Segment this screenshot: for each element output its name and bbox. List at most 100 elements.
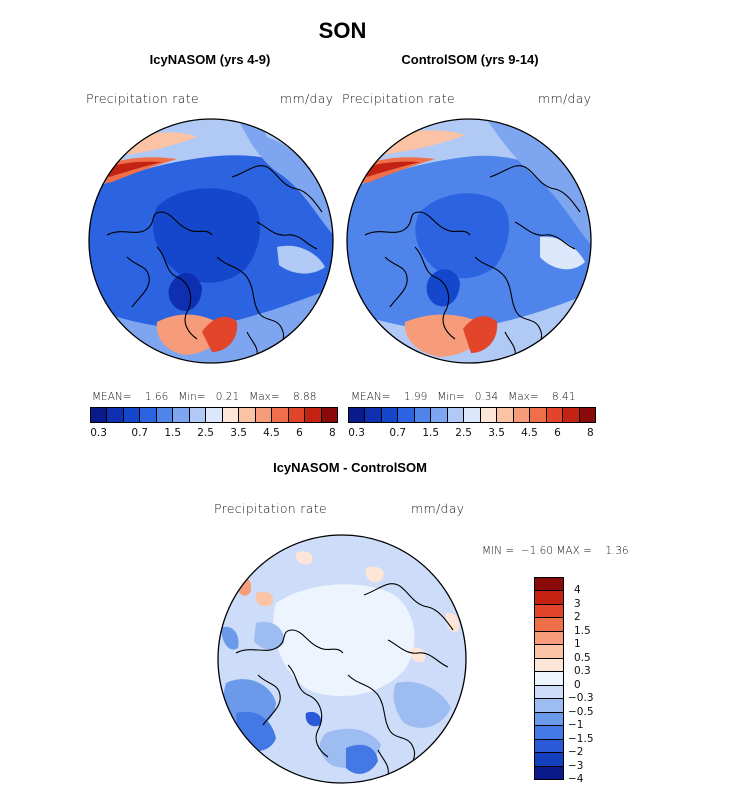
colorbar-tick-label: 0.7: [131, 427, 149, 439]
panel-1-min-value: 0.21: [215, 391, 240, 403]
diff-min-value: −1.60: [520, 545, 554, 557]
colorbar-tick-label: 0.7: [389, 427, 407, 439]
colorbar-swatch: [364, 407, 382, 423]
panel-1-stats: MEAN= 1.66 Min= 0.21 Max= 8.88: [92, 391, 316, 403]
panel-2-min-value: 0.34: [474, 391, 499, 403]
diff-colorbar-tick-label: 0.3: [574, 665, 591, 678]
colorbar-swatch: [205, 407, 223, 423]
diff-panel-variable: Precipitation rate: [214, 501, 327, 516]
diff-colorbar: [534, 577, 564, 780]
diff-colorbar-swatch: [534, 644, 564, 659]
colorbar-swatch: [106, 407, 124, 423]
panel-2-mean-value: 1.99: [403, 391, 428, 403]
colorbar-swatch: [348, 407, 366, 423]
colorbar-tick-label: 4.5: [521, 427, 538, 439]
diff-panel-map: [217, 534, 467, 784]
diff-colorbar-tick-label: 0.5: [574, 651, 591, 664]
diff-colorbar-swatch: [534, 577, 564, 592]
diff-colorbar-tick-label: 1.5: [574, 624, 591, 637]
colorbar-swatch: [320, 407, 338, 423]
diff-max-label: MAX =: [556, 545, 592, 557]
colorbar-swatch: [172, 407, 190, 423]
panel-2-colorbar: [348, 407, 596, 423]
colorbar-tick-label: 1.5: [164, 427, 182, 439]
diff-colorbar-tick-label: 2: [574, 611, 581, 624]
colorbar-swatch: [529, 407, 547, 423]
diff-colorbar-swatch: [534, 698, 564, 713]
panel-1-colorbar: [90, 407, 338, 423]
panel-1-variable: Precipitation rate: [86, 91, 199, 106]
diff-colorbar-tick-label: −0.3: [568, 692, 594, 705]
diff-colorbar-tick-label: −1: [568, 719, 584, 732]
panel-1-map: [88, 118, 334, 364]
diff-colorbar-swatch: [534, 671, 564, 686]
colorbar-tick-label: 2.5: [197, 427, 214, 439]
colorbar-swatch: [397, 407, 415, 423]
diff-colorbar-swatch: [534, 630, 564, 646]
diff-colorbar-swatch: [534, 725, 564, 740]
colorbar-tick-label: 0.3: [348, 427, 365, 439]
figure-title: SON: [318, 18, 367, 43]
colorbar-swatch: [155, 407, 174, 423]
colorbar-swatch: [562, 407, 580, 423]
colorbar-swatch: [430, 407, 448, 423]
colorbar-swatch: [545, 407, 564, 423]
colorbar-tick-label: 3.5: [488, 427, 505, 439]
colorbar-swatch: [221, 407, 240, 423]
colorbar-swatch: [254, 407, 273, 423]
panel-2-title: ControlSOM (yrs 9-14): [401, 52, 539, 67]
panel-2-min-label: Min=: [437, 391, 465, 403]
colorbar-tick-label: 8: [329, 427, 336, 439]
diff-max-value: 1.36: [605, 545, 629, 557]
diff-colorbar-tick-label: 4: [574, 584, 581, 597]
diff-colorbar-tick-label: 3: [574, 597, 581, 610]
panel-2-map: [346, 118, 592, 364]
colorbar-tick-label: 1.5: [422, 427, 440, 439]
diff-panel-title: IcyNASOM - ControlSOM: [273, 460, 427, 475]
diff-colorbar-swatch: [534, 590, 564, 605]
panel-1-max-label: Max=: [249, 391, 280, 403]
diff-colorbar-tick-label: −0.5: [568, 705, 594, 718]
diff-colorbar-swatch: [534, 657, 564, 673]
colorbar-swatch: [271, 407, 289, 423]
panel-2-colorbar-ticks: 0.3 0.7 1.5 2.5 3.5 4.5 6 8: [348, 427, 595, 441]
diff-colorbar-swatch: [534, 684, 564, 700]
panel-1-max-value: 8.88: [293, 391, 317, 403]
colorbar-swatch: [90, 407, 108, 423]
panel-2-max-label: Max=: [508, 391, 539, 403]
diff-colorbar-ticks: 4 3 2 1.5 1 0.5 0.3 0 −0.3 −0.5 −1 −1.5 −2 −3 −4: [568, 577, 608, 785]
diff-colorbar-tick-label: 0: [574, 678, 581, 691]
colorbar-swatch: [238, 407, 256, 423]
colorbar-tick-label: 0.3: [90, 427, 107, 439]
colorbar-tick-label: 6: [296, 427, 303, 439]
colorbar-tick-label: 4.5: [263, 427, 280, 439]
colorbar-swatch: [287, 407, 306, 423]
colorbar-tick-label: 2.5: [455, 427, 472, 439]
colorbar-swatch: [479, 407, 498, 423]
panel-2-max-value: 8.41: [552, 391, 576, 403]
panel-2-units: mm/day: [538, 91, 592, 106]
diff-colorbar-tick-label: 1: [574, 638, 581, 651]
colorbar-swatch: [139, 407, 157, 423]
diff-min-label: MIN =: [482, 545, 515, 557]
panel-1-min-label: Min=: [178, 391, 206, 403]
colorbar-swatch: [122, 407, 141, 423]
panel-1-title: IcyNASOM (yrs 4-9): [149, 52, 271, 67]
colorbar-tick-label: 6: [554, 427, 561, 439]
diff-colorbar-tick-label: −1.5: [568, 732, 594, 745]
diff-colorbar-swatch: [534, 711, 564, 727]
colorbar-swatch: [304, 407, 322, 423]
diff-colorbar-swatch: [534, 603, 564, 619]
colorbar-swatch: [446, 407, 465, 423]
panel-2-stats: MEAN= 1.99 Min= 0.34 Max= 8.41: [351, 391, 575, 403]
diff-colorbar-tick-label: −4: [568, 773, 584, 785]
diff-panel-units: mm/day: [411, 501, 465, 516]
diff-colorbar-tick-label: −2: [568, 746, 584, 759]
panel-1-mean-label: MEAN=: [92, 391, 132, 403]
panel-2-mean-label: MEAN=: [351, 391, 391, 403]
diff-colorbar-swatch: [534, 752, 564, 767]
colorbar-tick-label: 8: [587, 427, 594, 439]
panel-2-variable: Precipitation rate: [342, 91, 455, 106]
diff-colorbar-tick-label: −3: [568, 759, 584, 772]
diff-colorbar-swatch: [534, 765, 564, 780]
